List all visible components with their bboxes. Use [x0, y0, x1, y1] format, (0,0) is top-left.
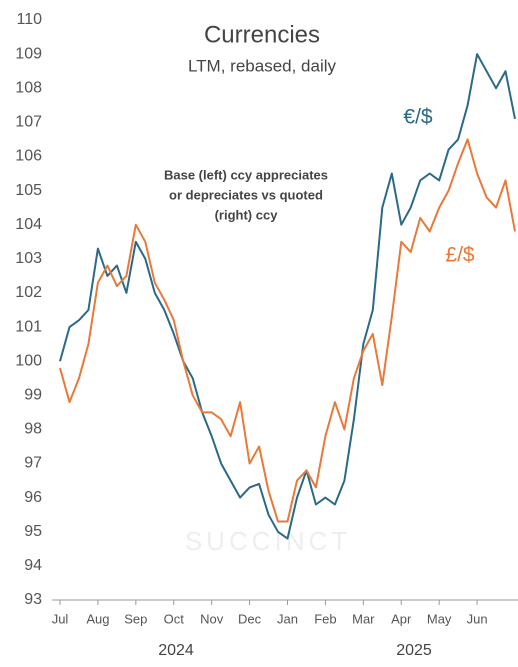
chart-subtitle: LTM, rebased, daily: [188, 56, 337, 75]
x-tick-label: Nov: [200, 611, 224, 626]
year-label: 2024: [158, 642, 194, 659]
legend-label: €/$: [403, 106, 433, 129]
x-tick-label: Apr: [391, 611, 412, 626]
annotation: (right) ccy: [215, 207, 279, 222]
y-tick-label: 94: [24, 557, 42, 574]
y-tick-label: 109: [15, 45, 42, 62]
y-tick-label: 98: [24, 421, 42, 438]
annotation: or depreciates vs quoted: [169, 187, 323, 202]
y-tick-label: 103: [15, 250, 42, 267]
x-tick-label: Sep: [124, 611, 147, 626]
series-line: [59, 138, 516, 523]
watermark: SUCCINCT: [185, 526, 351, 556]
series-line: [59, 53, 516, 540]
x-tick-label: Jan: [277, 611, 298, 626]
x-tick-label: Dec: [238, 611, 262, 626]
x-tick-label: Jul: [52, 611, 69, 626]
x-tick-label: Mar: [352, 611, 375, 626]
legend-label: £/$: [445, 244, 475, 267]
x-tick-label: Oct: [164, 611, 185, 626]
y-tick-label: 100: [15, 352, 42, 369]
y-tick-label: 96: [24, 489, 42, 506]
y-tick-label: 101: [15, 318, 42, 335]
y-tick-label: 106: [15, 148, 42, 165]
y-tick-label: 108: [15, 79, 42, 96]
y-tick-label: 95: [24, 523, 42, 540]
x-tick-label: Jun: [467, 611, 488, 626]
x-tick-label: Feb: [314, 611, 336, 626]
y-tick-label: 110: [16, 11, 42, 28]
x-tick-label: Aug: [86, 611, 109, 626]
y-tick-label: 104: [15, 216, 42, 233]
y-tick-label: 102: [15, 284, 42, 301]
y-tick-label: 105: [15, 182, 42, 199]
chart-title: Currencies: [204, 21, 320, 48]
year-label: 2025: [396, 642, 432, 659]
annotation: Base (left) ccy appreciates: [164, 167, 328, 182]
x-tick-label: May: [427, 611, 452, 626]
y-tick-label: 93: [24, 591, 42, 608]
y-tick-label: 107: [15, 114, 42, 131]
y-tick-label: 99: [24, 387, 42, 404]
y-tick-label: 97: [24, 455, 42, 472]
